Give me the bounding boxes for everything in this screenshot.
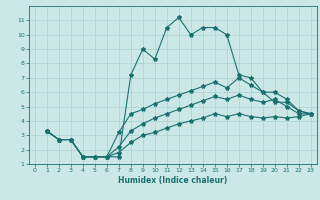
X-axis label: Humidex (Indice chaleur): Humidex (Indice chaleur) <box>118 176 228 185</box>
